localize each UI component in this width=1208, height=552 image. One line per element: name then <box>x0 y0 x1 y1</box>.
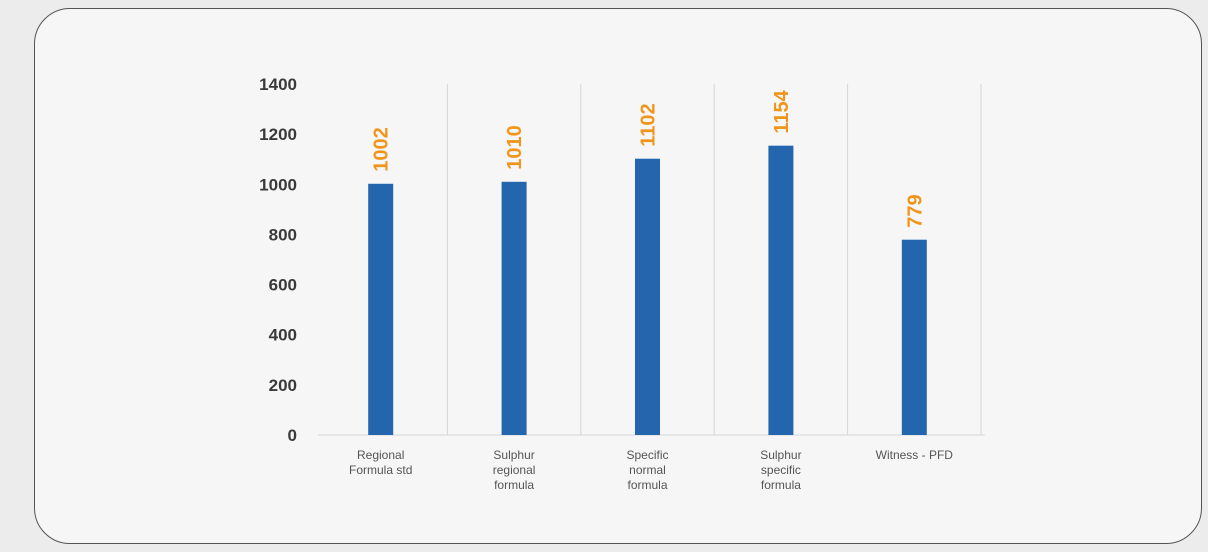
x-category-label: Sulphur <box>760 448 801 462</box>
y-tick-label: 400 <box>269 326 297 345</box>
data-label: 1102 <box>638 103 660 146</box>
y-tick-label: 1000 <box>259 175 297 194</box>
x-category-label: normal <box>629 463 666 477</box>
y-tick-label: 800 <box>269 225 297 244</box>
data-label: 1154 <box>771 89 793 133</box>
x-category-label: specific <box>761 463 801 477</box>
y-tick-label: 600 <box>269 276 297 295</box>
y-tick-label: 1200 <box>259 125 297 144</box>
bar <box>368 183 394 435</box>
data-label: 1010 <box>504 125 526 170</box>
x-category-label: Sulphur <box>493 448 534 462</box>
x-category-label: Formula std <box>349 463 412 477</box>
x-category-label: Witness - PFD <box>876 448 954 462</box>
x-category-label: formula <box>761 478 801 492</box>
bar <box>635 158 660 435</box>
data-label: 1002 <box>371 127 393 172</box>
chart-frame <box>34 8 1202 544</box>
y-tick-label: 1400 <box>259 75 297 94</box>
x-category-label: Specific <box>626 448 668 462</box>
bar <box>901 239 927 435</box>
x-category-label: formula <box>627 478 667 492</box>
x-category-label: formula <box>494 478 534 492</box>
y-tick-label: 0 <box>288 426 297 445</box>
bar <box>768 145 794 435</box>
data-label: 779 <box>904 194 926 227</box>
y-tick-label: 200 <box>269 376 297 395</box>
x-category-label: regional <box>493 463 536 477</box>
bar <box>501 181 527 435</box>
x-category-label: Regional <box>357 448 404 462</box>
